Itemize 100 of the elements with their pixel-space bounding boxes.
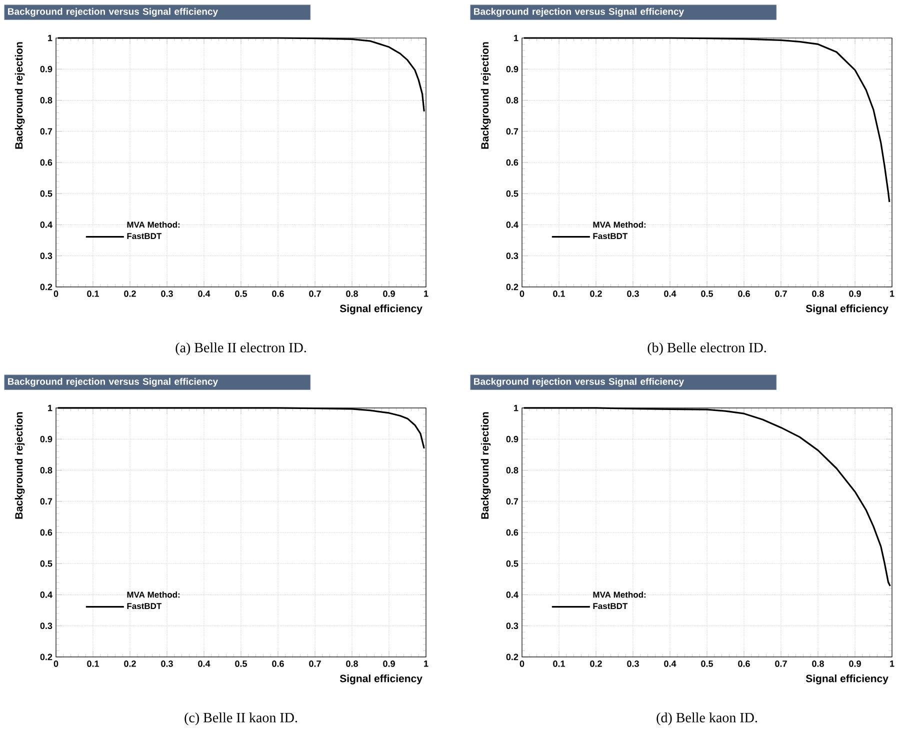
x-tick-label: 0.4 — [664, 290, 676, 297]
y-tick-label: 0.2 — [40, 654, 52, 660]
y-tick-label: 1 — [48, 404, 52, 412]
x-tick-label: 0.9 — [849, 660, 861, 667]
x-tick-label: 0.9 — [849, 290, 861, 297]
y-tick-label: 0.6 — [40, 529, 52, 536]
legend-label: FastBDT — [593, 233, 628, 240]
x-tick-label: 0.2 — [124, 660, 136, 667]
x-tick-label: 0.6 — [272, 660, 284, 667]
y-tick-label: 0.5 — [506, 560, 518, 567]
x-tick-label: 0.6 — [272, 290, 284, 297]
x-tick-label: 0.6 — [738, 290, 750, 297]
x-axis-title: Signal efficiency — [340, 674, 422, 684]
y-tick-label: 0.4 — [506, 592, 518, 598]
y-tick-label: 0.2 — [40, 284, 52, 290]
x-tick-label: 0 — [54, 290, 58, 297]
chart-title: Background rejection versus Signal efficiency — [474, 8, 684, 17]
x-tick-label: 0.4 — [664, 660, 676, 667]
x-tick-label: 0.4 — [198, 660, 210, 667]
y-tick-label: 0.6 — [506, 159, 518, 166]
y-axis-title: Background rejection — [14, 42, 25, 149]
legend-label: FastBDT — [127, 603, 162, 610]
y-tick-label: 0.7 — [506, 128, 518, 135]
y-tick-label: 0.4 — [40, 592, 52, 598]
legend-title: MVA Method: — [127, 221, 180, 228]
x-tick-label: 0.7 — [775, 290, 787, 297]
x-axis-title: Signal efficiency — [340, 304, 422, 314]
text: (b) Belle electron ID. — [648, 342, 766, 356]
y-tick-label: 0.6 — [506, 529, 518, 536]
x-tick-label: 0.4 — [198, 290, 210, 297]
x-tick-label: 0.8 — [346, 660, 358, 667]
x-tick-label: 0.2 — [590, 290, 602, 297]
y-tick-label: 1 — [514, 34, 518, 42]
y-tick-label: 0.4 — [506, 222, 518, 228]
y-tick-label: 0.3 — [40, 252, 52, 260]
x-axis-title: Signal efficiency — [806, 674, 888, 684]
legend-label: FastBDT — [593, 603, 628, 610]
x-tick-label: 0.2 — [590, 660, 602, 667]
x-tick-label: 0.3 — [161, 290, 173, 297]
chart-title: Background rejection versus Signal efficiency — [474, 378, 684, 387]
y-tick-label: 0.6 — [40, 159, 52, 166]
x-tick-label: 1 — [890, 290, 894, 297]
x-tick-label: 0.8 — [812, 660, 824, 667]
x-tick-label: 1 — [424, 290, 428, 297]
text: (d) Belle kaon ID. — [656, 712, 758, 726]
y-axis-title: Background rejection — [480, 42, 491, 149]
y-tick-label: 0.8 — [40, 97, 52, 104]
x-tick-label: 0.8 — [812, 290, 824, 297]
y-tick-label: 0.7 — [40, 498, 52, 505]
x-tick-label: 0.7 — [309, 660, 321, 667]
x-tick-label: 0.8 — [346, 290, 358, 297]
y-tick-label: 0.7 — [506, 498, 518, 505]
y-tick-label: 1 — [514, 404, 518, 412]
y-tick-label: 0.5 — [40, 560, 52, 567]
x-tick-label: 0.9 — [383, 660, 395, 667]
x-tick-label: 1 — [424, 660, 428, 667]
y-tick-label: 0.8 — [506, 467, 518, 474]
x-tick-label: 0.5 — [235, 290, 248, 297]
x-tick-label: 0.6 — [738, 660, 750, 667]
x-axis-title: Signal efficiency — [806, 304, 888, 314]
x-tick-label: 0.3 — [627, 290, 639, 297]
x-tick-label: 0.1 — [87, 290, 100, 297]
y-tick-label: 0.9 — [40, 66, 52, 72]
text: (a) Belle II electron ID. — [176, 342, 306, 356]
x-tick-label: 0.7 — [775, 660, 787, 667]
y-tick-label: 0.2 — [506, 284, 518, 290]
y-axis-title: Background rejection — [480, 412, 491, 519]
x-tick-label: 0.7 — [309, 290, 321, 297]
y-tick-label: 0.5 — [40, 190, 52, 197]
chart-title: Background rejection versus Signal efficiency — [8, 8, 218, 17]
legend-label: FastBDT — [127, 233, 162, 240]
y-tick-label: 0.9 — [506, 436, 518, 442]
x-tick-label: 0 — [520, 660, 524, 667]
x-tick-label: 0 — [520, 290, 524, 297]
y-tick-label: 0.3 — [506, 622, 518, 630]
y-tick-label: 0.3 — [506, 252, 518, 260]
y-tick-label: 0.8 — [40, 467, 52, 474]
x-tick-label: 0.2 — [124, 290, 136, 297]
x-tick-label: 0.5 — [701, 660, 714, 667]
x-tick-label: 0.1 — [553, 660, 566, 667]
legend-title: MVA Method: — [127, 591, 180, 598]
y-tick-label: 0.7 — [40, 128, 52, 135]
text: (c) Belle II kaon ID. — [184, 712, 298, 726]
legend-title: MVA Method: — [593, 221, 646, 228]
y-tick-label: 0.4 — [40, 222, 52, 228]
x-tick-label: 0.9 — [383, 290, 395, 297]
chart-title: Background rejection versus Signal efficiency — [8, 378, 218, 387]
y-tick-label: 1 — [48, 34, 52, 42]
y-tick-label: 0.9 — [40, 436, 52, 442]
y-tick-label: 0.9 — [506, 66, 518, 72]
y-tick-label: 0.2 — [506, 654, 518, 660]
x-tick-label: 0 — [54, 660, 58, 667]
x-tick-label: 1 — [890, 660, 894, 667]
x-tick-label: 0.1 — [553, 290, 566, 297]
y-tick-label: 0.3 — [40, 622, 52, 630]
x-tick-label: 0.3 — [627, 660, 639, 667]
y-tick-label: 0.5 — [506, 190, 518, 197]
x-tick-label: 0.3 — [161, 660, 173, 667]
x-tick-label: 0.5 — [701, 290, 714, 297]
x-tick-label: 0.1 — [87, 660, 100, 667]
